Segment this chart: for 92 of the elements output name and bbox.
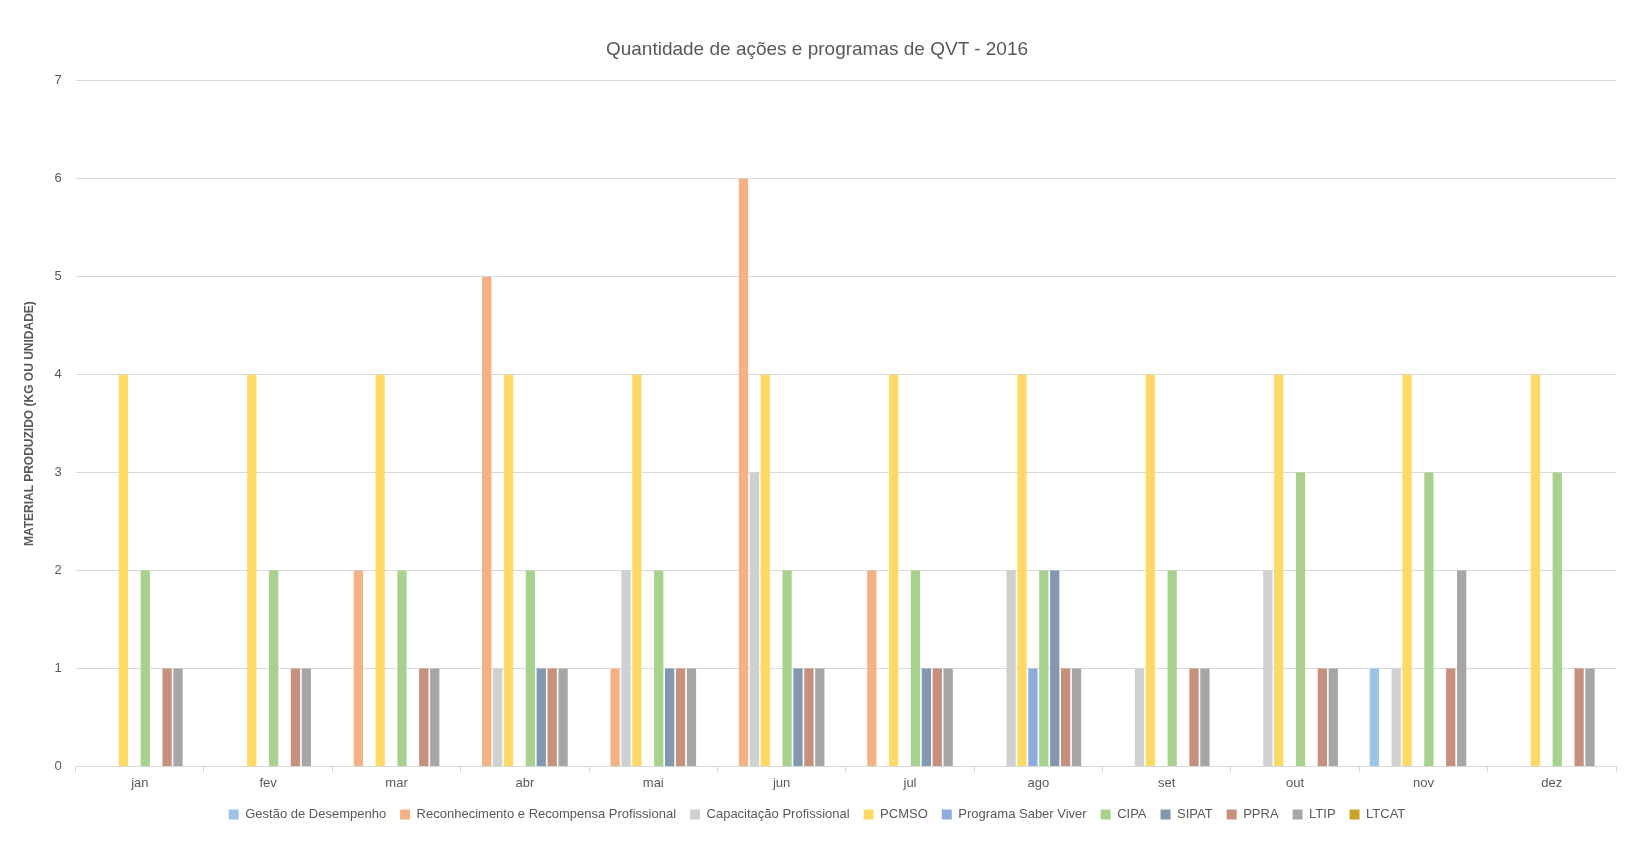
bar [118,374,129,766]
bar [1424,472,1434,766]
bar [632,374,642,766]
bar [738,178,749,766]
y-tick-label: 6 [54,170,62,186]
bar [1039,570,1049,766]
y-tick-label: 1 [54,660,62,676]
x-tick-label: set [1158,774,1176,790]
x-tick-label: mai [642,774,664,790]
bar [1402,374,1412,766]
bar [536,668,546,766]
x-tick-label: dez [1541,774,1563,790]
bar [430,668,440,766]
y-tick-label: 7 [54,72,62,88]
bar [525,570,535,766]
bar [419,668,429,766]
bar [1585,668,1595,766]
legend-label: Programa Saber Viver [958,806,1088,822]
bar [1200,668,1210,766]
bar [482,276,492,766]
bar [932,668,942,766]
y-axis-title: MATERIAL PRODUZIDO (KG OU UNIDADE) [21,301,36,547]
bar [815,668,825,766]
bar [943,668,953,766]
x-tick-label: jul [902,774,917,790]
chart-title: Quantidade de ações e programas de QVT - 2016 [605,37,1029,59]
bar [1317,668,1327,766]
legend-label: PPRA [1243,806,1279,822]
legend-label: LTCAT [1366,806,1406,822]
bar [269,570,279,766]
bar [804,668,814,766]
x-tick-label: jan [130,774,149,790]
bar [1446,668,1456,766]
y-tick-label: 2 [54,562,62,578]
bar [375,374,385,766]
bar [1369,668,1379,766]
bar [1295,472,1306,766]
bar [793,668,803,766]
bar [1530,374,1541,766]
x-tick-label: mar [385,774,409,790]
bar [921,668,931,766]
legend-label: CIPA [1117,806,1147,822]
bar [867,570,877,766]
bar [247,374,257,766]
x-tick-label: out [1286,774,1305,790]
y-tick-label: 3 [54,464,62,480]
x-tick-label: jun [771,774,791,790]
bar [1167,570,1177,766]
bar [162,668,172,766]
legend-label: Reconhecimento e Recompensa Profissional [416,806,677,822]
bar [290,668,301,766]
bar [301,668,311,766]
x-tick-label: ago [1027,774,1050,790]
bar [547,668,557,766]
bar [610,668,620,766]
bar [1050,570,1060,766]
y-tick-label: 5 [54,268,62,284]
legend-label: Gestão de Desempenho [245,806,387,822]
bar [1145,374,1155,766]
bar [1328,668,1338,766]
bar [1028,668,1038,766]
legend-label: LTIP [1309,806,1336,822]
legend-label: SIPAT [1177,806,1213,822]
bar [782,570,792,766]
bar [1071,668,1082,766]
x-tick-label: fev [259,774,278,790]
x-tick-label: abr [515,774,535,790]
bar [173,668,183,766]
bar [558,668,568,766]
legend-label: Capacitação Profissional [706,806,850,822]
y-tick-label: 4 [54,366,62,382]
bar [686,668,697,766]
legend-label: PCMSO [880,806,928,822]
bar [1574,668,1584,766]
bar [353,570,363,766]
bar [910,570,921,766]
bar [140,570,150,766]
bar [675,668,686,766]
bar [1457,570,1467,766]
bar [1061,668,1071,766]
bar [654,570,664,766]
bar [888,374,899,766]
bar [1189,668,1199,766]
y-tick-label: 0 [54,757,62,773]
bar [397,570,407,766]
x-tick-label: nov [1412,774,1435,790]
bar [1017,374,1027,766]
bar [1274,374,1284,766]
bar [760,374,770,766]
bar [1552,472,1562,766]
bar [503,374,514,766]
bar [665,668,675,766]
